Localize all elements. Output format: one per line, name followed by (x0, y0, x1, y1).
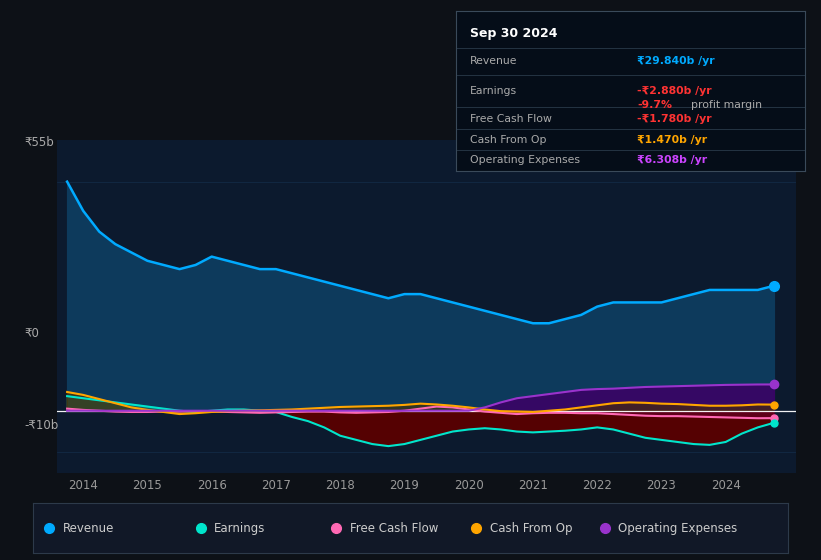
Text: Cash From Op: Cash From Op (470, 134, 546, 144)
Text: -9.7%: -9.7% (637, 100, 672, 110)
Text: Revenue: Revenue (470, 57, 517, 67)
Text: Free Cash Flow: Free Cash Flow (470, 114, 552, 124)
Text: Revenue: Revenue (63, 521, 114, 535)
Text: ₹0: ₹0 (25, 326, 39, 340)
Text: ₹55b: ₹55b (25, 136, 54, 150)
Text: -₹1.780b /yr: -₹1.780b /yr (637, 114, 712, 124)
Text: Operating Expenses: Operating Expenses (618, 521, 737, 535)
Text: Free Cash Flow: Free Cash Flow (350, 521, 438, 535)
Text: Operating Expenses: Operating Expenses (470, 156, 580, 165)
Text: Earnings: Earnings (470, 86, 516, 96)
Text: Cash From Op: Cash From Op (490, 521, 572, 535)
Text: -₹2.880b /yr: -₹2.880b /yr (637, 86, 712, 96)
Text: ₹29.840b /yr: ₹29.840b /yr (637, 57, 715, 67)
Text: ₹6.308b /yr: ₹6.308b /yr (637, 156, 707, 165)
Text: Earnings: Earnings (214, 521, 265, 535)
Text: profit margin: profit margin (691, 100, 762, 110)
Text: -₹10b: -₹10b (25, 419, 59, 432)
Text: Sep 30 2024: Sep 30 2024 (470, 27, 557, 40)
Text: ₹1.470b /yr: ₹1.470b /yr (637, 134, 707, 144)
